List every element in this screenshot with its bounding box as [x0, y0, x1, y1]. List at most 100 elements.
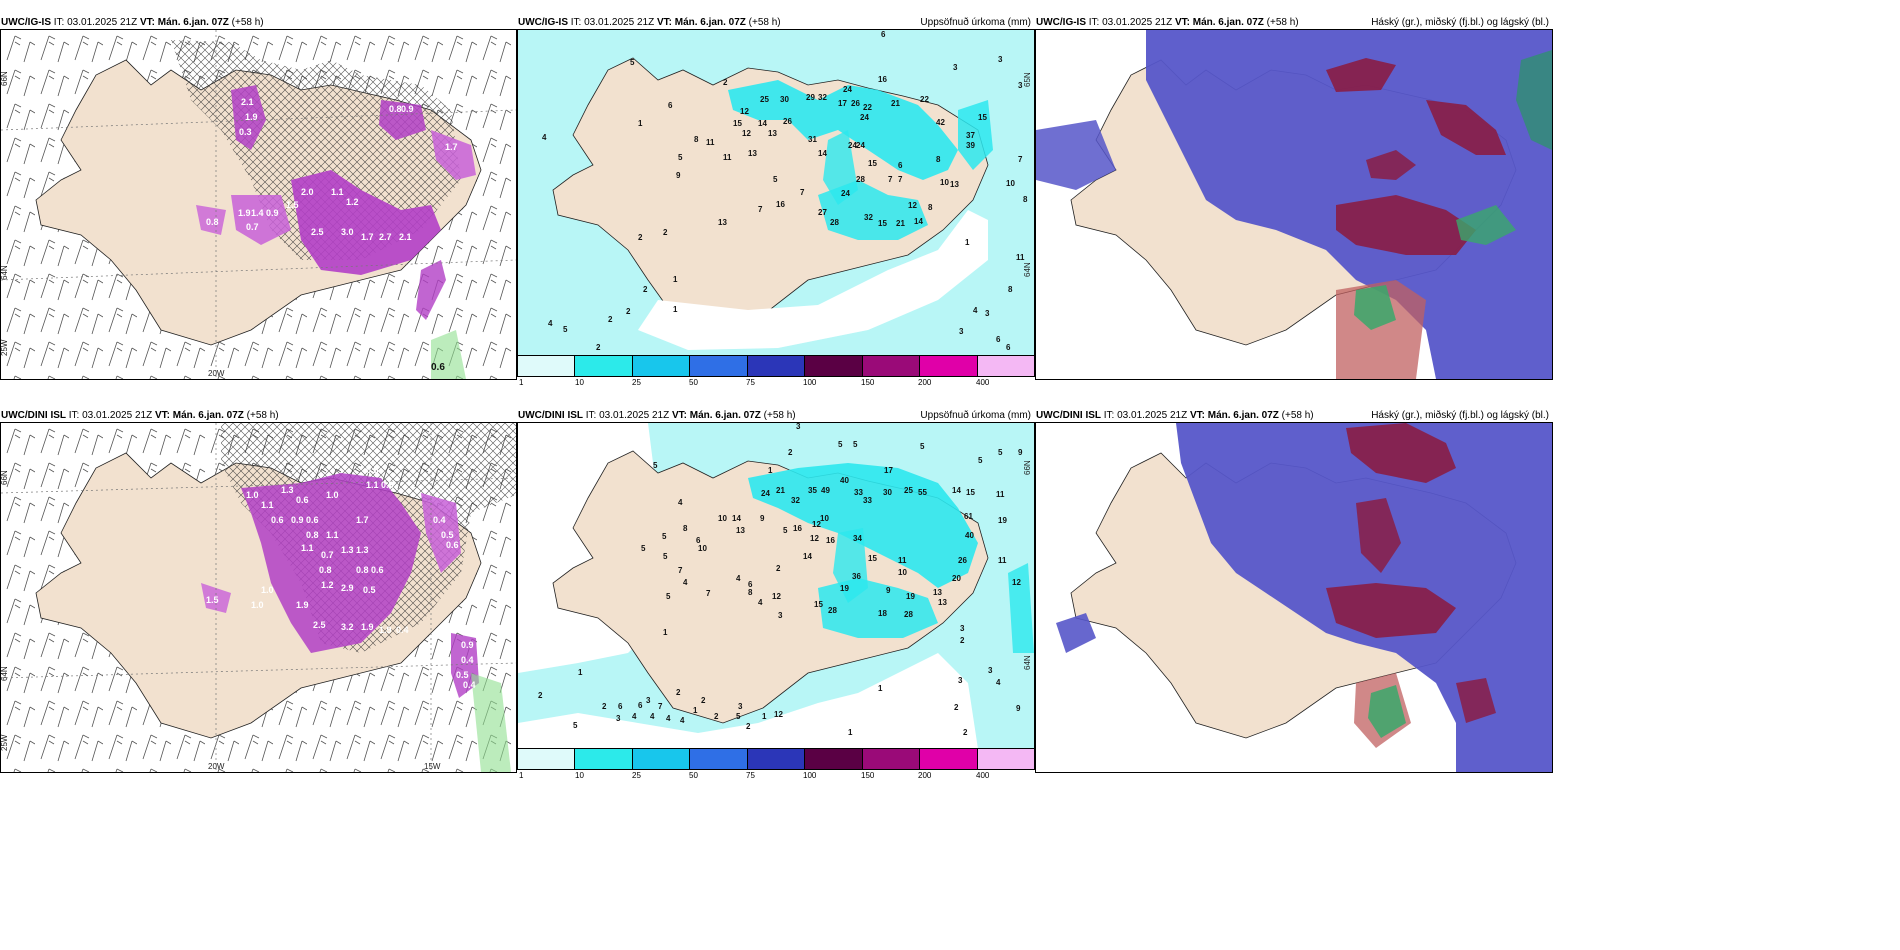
map-svg: 66N 64N 3 2 5 5 5 5 5 9 5 1 4 24 21 32 3…: [518, 423, 1034, 749]
precip-value: 9: [676, 171, 681, 180]
precip-cyan: [823, 130, 858, 205]
colorbar-segment: [805, 749, 863, 769]
precip-value: 3: [959, 327, 964, 336]
mid-cloud: [1366, 150, 1416, 180]
mid-cloud: [1326, 58, 1396, 92]
precip-value: 1: [663, 628, 668, 637]
colorbar-segment: [862, 749, 921, 769]
precip-value: 2: [643, 285, 648, 294]
colorbar-label: 400: [976, 378, 990, 387]
precip-value: 10: [940, 178, 949, 187]
snow-value: 1.0: [326, 490, 339, 500]
precip-value: 9: [1018, 448, 1023, 457]
precip-value: 37: [966, 131, 975, 140]
snow-band: [431, 130, 476, 180]
precip-value: 6: [696, 536, 701, 545]
map-svg: 66N 64N 25W 20W 0.6 2.1 1.9 0.3 0.8 0.9 …: [1, 30, 516, 379]
precip-value: 14: [914, 217, 923, 226]
snow-value: 0.6: [296, 495, 309, 505]
colorbar-segment: [632, 356, 691, 376]
vt-value: Mán. 6.jan. 07Z: [172, 410, 244, 421]
precip-value: 12: [812, 520, 821, 529]
snow-band: [231, 85, 266, 150]
precip-value: 2: [538, 691, 543, 700]
precip-value: 49: [821, 486, 830, 495]
vt-value: Mán. 6.jan. 07Z: [157, 17, 229, 28]
panel-top-left: UWC/IG-IS IT: 03.01.2025 21Z VT: Mán. 6.…: [0, 12, 517, 380]
it-label: IT:: [570, 17, 582, 28]
vt-value: Mán. 6.jan. 07Z: [1207, 410, 1279, 421]
precip-value: 6: [668, 101, 673, 110]
precip-value: 12: [772, 592, 781, 601]
lat-label-25w: 25W: [1, 734, 9, 751]
vt-label: VT:: [139, 17, 155, 28]
precip-value: 10: [718, 514, 727, 523]
mid-cloud: [1336, 195, 1476, 255]
snow-value: 3.0: [341, 227, 354, 237]
snow-value: 0.4: [433, 515, 446, 525]
panel-bottom-left: UWC/DINI ISL IT: 03.01.2025 21Z VT: Mán.…: [0, 405, 517, 773]
precip-value: 1: [768, 466, 773, 475]
model-name: UWC/IG-IS: [1036, 17, 1086, 28]
precip-value: 6: [1006, 343, 1011, 352]
snow-value: 1.1: [366, 480, 379, 490]
snow-value: 1.1: [326, 530, 339, 540]
snow-value: 0.7: [246, 222, 259, 232]
precip-value: 55: [918, 488, 927, 497]
lead-time: (+58 h): [763, 410, 796, 421]
panel-top-middle: UWC/IG-IS IT: 03.01.2025 21Z VT: Mán. 6.…: [517, 12, 1035, 387]
precip-value: 2: [960, 636, 965, 645]
precip-value: 13: [938, 598, 947, 607]
cloud-layers-map[interactable]: [1035, 422, 1553, 773]
snow-value: 0.5: [441, 530, 454, 540]
snow-value: 3.2: [341, 622, 354, 632]
snow-value: 1.7: [356, 515, 369, 525]
accumulated-precip-map[interactable]: 66N 64N 3 2 5 5 5 5 5 9 5 1 4 24 21 32 3…: [517, 422, 1035, 750]
precip-value: 6: [638, 701, 643, 710]
colorbar-segment: [575, 356, 633, 376]
cloud-layers-map[interactable]: [1035, 29, 1553, 380]
precip-value: 1: [965, 238, 970, 247]
precip-value: 2: [788, 448, 793, 457]
precip-value: 8: [694, 135, 699, 144]
precip-value: 40: [840, 476, 849, 485]
panel-title: UWC/IG-IS IT: 03.01.2025 21Z VT: Mán. 6.…: [518, 17, 781, 28]
precip-value: 13: [718, 218, 727, 227]
panel-right-label: Háský (gr.), miðský (fj.bl.) og lágský (…: [1371, 17, 1549, 28]
precip-value: 10: [1006, 179, 1015, 188]
snow-value: 0.7: [321, 550, 334, 560]
vt-label: VT:: [154, 410, 170, 421]
colorbar-segment: [690, 356, 748, 376]
precip-value: 5: [678, 153, 683, 162]
snow-value: 0.8: [366, 465, 379, 475]
precip-value: 19: [906, 592, 915, 601]
precip-cyan: [833, 528, 868, 603]
colorbar-segment: [747, 749, 806, 769]
snow-value: 0.4: [461, 655, 474, 665]
snow-value: 1.1: [261, 500, 274, 510]
wind-precip-map[interactable]: 66N 64N 25W 20W 0.6 2.1 1.9 0.3 0.8 0.9 …: [0, 29, 517, 380]
precip-value: 11: [1016, 253, 1025, 262]
precip-value: 28: [828, 606, 837, 615]
precip-value: 5: [663, 552, 668, 561]
high-cloud: [1036, 120, 1116, 190]
precip-value: 4: [683, 578, 688, 587]
precip-value: 6: [996, 335, 1001, 344]
snow-band: [291, 170, 441, 275]
precip-value: 3: [960, 624, 965, 633]
panel-title: UWC/DINI ISL IT: 03.01.2025 21Z VT: Mán.…: [518, 410, 796, 421]
colorbar: [517, 355, 1035, 377]
accumulated-precip-map[interactable]: 65N 64N 6 5 3 3 3 2 25 30 24 16 22 12 29…: [517, 29, 1035, 357]
vt-label: VT:: [671, 410, 687, 421]
snow-value: 0.6: [371, 565, 384, 575]
wind-precip-map[interactable]: 66N 64N 25W 20W 15W 0.8 1.1 0.8 0.6 1.3 …: [0, 422, 517, 773]
lat-label-64n: 64N: [1023, 655, 1032, 670]
precip-value: 7: [658, 702, 663, 711]
low-cloud: [1368, 685, 1406, 738]
it-value: 03.01.2025 21Z: [67, 17, 138, 28]
lat-label-64n: 64N: [1023, 262, 1032, 277]
colorbar-segment: [920, 749, 978, 769]
precip-cyan: [958, 100, 993, 170]
precip-cyan: [1008, 563, 1034, 653]
precip-value: 17: [884, 466, 893, 475]
